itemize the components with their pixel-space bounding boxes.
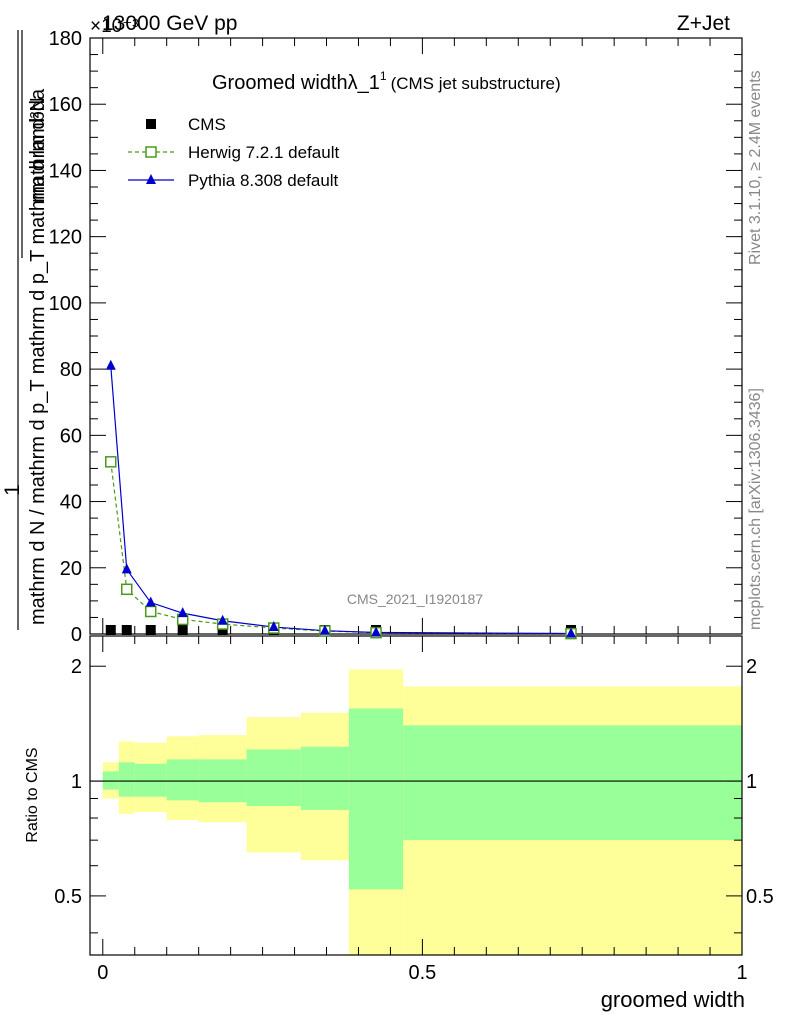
y-tick-label: 20 [60,558,82,580]
ratio-inner-band-7 [348,708,404,890]
y-tick-label: 100 [49,293,82,315]
x-ticks: 0 0.5 1 [97,38,748,984]
data-point [145,596,156,607]
ratio-y-tick-label-right: 1 [746,771,757,793]
legend-entry-0: CMS [146,115,226,134]
header-left: 13000 GeV pp [102,12,237,35]
data-point [566,627,577,638]
y-tick-label: 60 [60,425,82,447]
ratio-bands [102,669,742,955]
legend-entry-2: Pythia 8.308 default [128,171,339,190]
legend-label: Pythia 8.308 default [188,171,339,190]
legend: CMS Herwig 7.2.1 default Pythia 8.308 defa… [128,115,339,190]
data-point [177,625,188,635]
ratio-inner-band-8 [403,725,742,841]
x-tick-label: 1 [736,962,747,984]
ratio-inner-band-5 [246,749,301,807]
legend-label: CMS [188,115,226,134]
data-point [121,625,132,635]
data-point [105,359,116,370]
y-tick-label: 40 [60,492,82,514]
y-tick-label: 0 [71,624,82,646]
y-tick-label: 80 [60,359,82,381]
x-axis-label: groomed width [601,987,745,1012]
data-point [371,626,382,637]
analysis-id: CMS_2021_I1920187 [347,591,483,607]
y-label-numerator: mathrm d²N [27,97,49,203]
data-point [144,605,157,618]
ratio-y-tick-label: 0.5 [54,886,82,908]
header-right: Z+Jet [677,12,730,35]
ratio-y-tick-label: 2 [71,656,82,678]
legend-marker [146,119,156,129]
series-line-1 [110,461,572,635]
ratio-inner-band-6 [300,746,349,810]
data-point [177,607,188,618]
data-point [145,625,156,635]
y-tick-label: 140 [49,160,82,182]
x-tick-label: 0 [97,962,108,984]
y-tick-label: 120 [49,227,82,249]
chart-title-main: Groomed widthλ_1 [212,72,380,94]
chart-title-sup: 1 [380,69,387,83]
data-point [319,624,330,635]
ratio-frame [89,635,743,956]
rivet-label: Rivet 3.1.10, ≥ 2.4M events [747,70,764,265]
legend-label: Herwig 7.2.1 default [188,143,339,162]
legend-marker [146,174,156,184]
data-point [105,625,116,635]
y-axis-label: 1 mathrm d²N mathrm d N / mathrm d p_T m… [1,30,49,630]
legend-marker [145,146,157,158]
data-point [217,614,228,625]
legend-entry-1: Herwig 7.2.1 default [128,143,339,162]
series-line-2 [110,365,572,635]
ratio-inner-band-2 [134,763,167,797]
series-markers-2 [105,359,577,638]
ratio-y-tick-label-right: 0.5 [746,886,774,908]
data-point [268,621,279,632]
chart-title: Groomed widthλ_11 (CMS jet substructure) [212,69,561,94]
data-point [105,456,117,468]
data-point [121,563,132,574]
ratio-y-ticks: 0.5 0.5 1 1 2 2 [54,656,774,934]
y-exponent: ×10⁻³ [90,16,139,37]
ratio-y-tick-label: 1 [71,771,82,793]
y-label-one: 1 [1,484,24,496]
y-tick-label: 160 [49,94,82,116]
mcplots-label: mcplots.cern.ch [arXiv:1306.3436] [747,388,764,630]
x-tick-label: 0.5 [408,962,436,984]
ratio-inner-band-3 [166,759,199,801]
ratio-inner-band-1 [118,762,135,797]
y-tick-label: 180 [49,28,82,50]
data-point [121,583,133,596]
data-point [217,625,228,635]
y-label-denominator: mathrm d N / mathrm d p_T mathrm d p_T m… [27,88,49,625]
ratio-y-tick-label-right: 2 [746,656,757,678]
ratio-ylabel: Ratio to CMS [24,747,41,842]
ratio-panel: 0.5 0.5 1 1 2 2 [54,635,774,956]
main-y-ticks: 0 20 40 60 80 100 120 140 160 180 [49,28,742,646]
chart-title-suffix: (CMS jet substructure) [391,74,561,93]
